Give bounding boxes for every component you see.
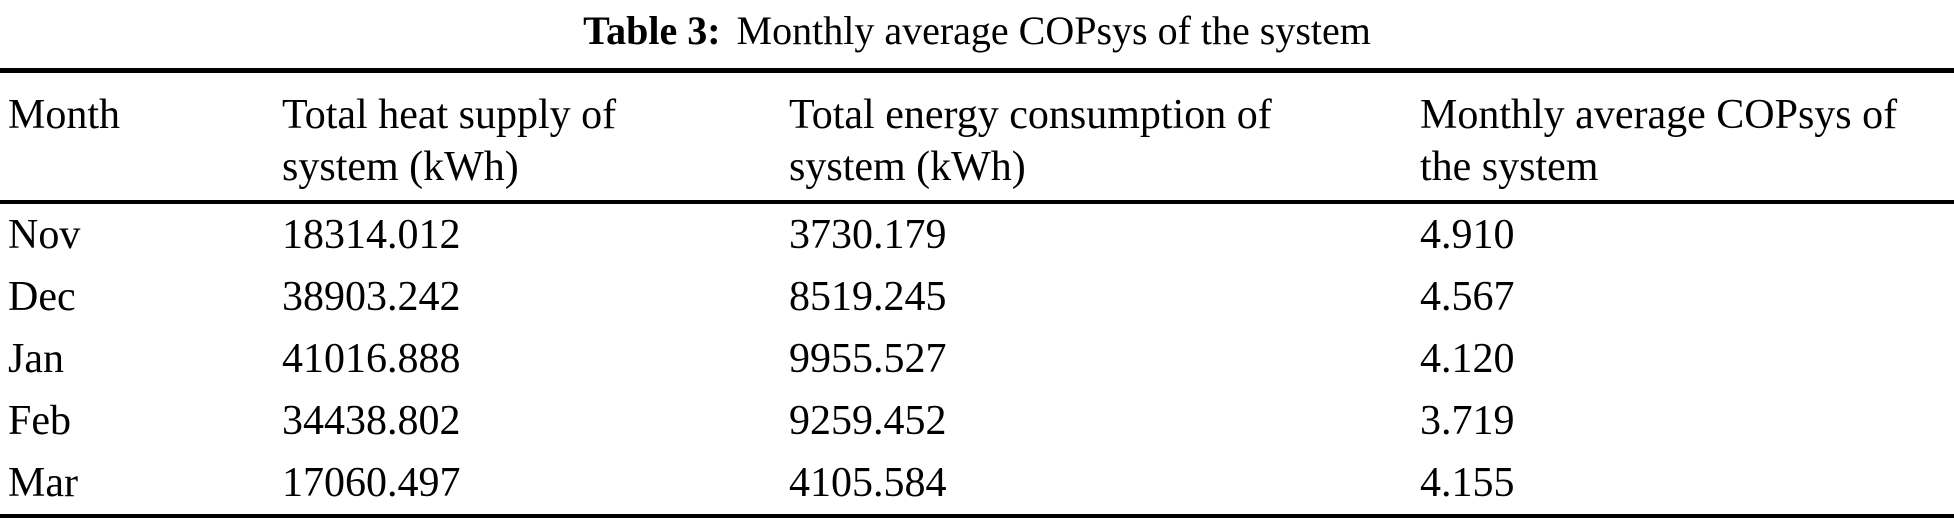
table-caption: Table 3: Monthly average COPsys of the sy… [0,0,1954,68]
column-header-copsys: Monthly average COPsys of the system [1420,70,1954,204]
cell-month: Jan [8,336,64,382]
cell-month: Mar [8,460,78,506]
cell-energy-consumption: 3730.179 [789,212,947,258]
cell-energy-consumption: 9259.452 [789,398,947,444]
cell-month: Feb [8,398,71,444]
cell-copsys: 4.120 [1420,336,1515,382]
cell-heat-supply: 41016.888 [282,336,461,382]
cell-energy-consumption: 4105.584 [789,460,947,506]
column-header-heat-supply: Total heat supply of system (kWh) [282,70,789,204]
table-body: Nov 18314.012 3730.179 4.910 Dec 38903.2… [0,202,1954,516]
cell-heat-supply: 38903.242 [282,274,461,320]
cell-heat-supply: 17060.497 [282,460,461,506]
column-header-heat-supply-label: Total heat supply of system (kWh) [282,92,617,190]
cell-copsys: 4.910 [1420,212,1515,258]
table-header-row: Month Total heat supply of system (kWh) … [0,70,1954,204]
cell-copsys: 3.719 [1420,398,1515,444]
column-header-month: Month [0,70,282,204]
cell-heat-supply: 34438.802 [282,398,461,444]
column-header-energy-consumption: Total energy consumption of system (kWh) [789,70,1420,204]
column-header-copsys-label: Monthly average COPsys of the system [1420,92,1898,190]
copsys-table: Month Total heat supply of system (kWh) … [0,68,1954,518]
table-row: Dec 38903.242 8519.245 4.567 [0,266,1954,328]
table-row: Mar 17060.497 4105.584 4.155 [0,452,1954,516]
table-header: Month Total heat supply of system (kWh) … [0,70,1954,204]
column-header-month-label: Month [8,92,121,138]
table-row: Nov 18314.012 3730.179 4.910 [0,202,1954,266]
cell-energy-consumption: 8519.245 [789,274,947,320]
column-header-energy-consumption-label: Total energy consumption of system (kWh) [789,92,1272,190]
cell-month: Dec [8,274,76,320]
cell-month: Nov [8,212,81,258]
table-caption-text: Monthly average COPsys of the system [736,8,1371,53]
cell-copsys: 4.567 [1420,274,1515,320]
table-caption-label: Table 3: [583,8,721,53]
cell-copsys: 4.155 [1420,460,1515,506]
cell-energy-consumption: 9955.527 [789,336,947,382]
table-row: Jan 41016.888 9955.527 4.120 [0,328,1954,390]
cell-heat-supply: 18314.012 [282,212,461,258]
table-row: Feb 34438.802 9259.452 3.719 [0,390,1954,452]
